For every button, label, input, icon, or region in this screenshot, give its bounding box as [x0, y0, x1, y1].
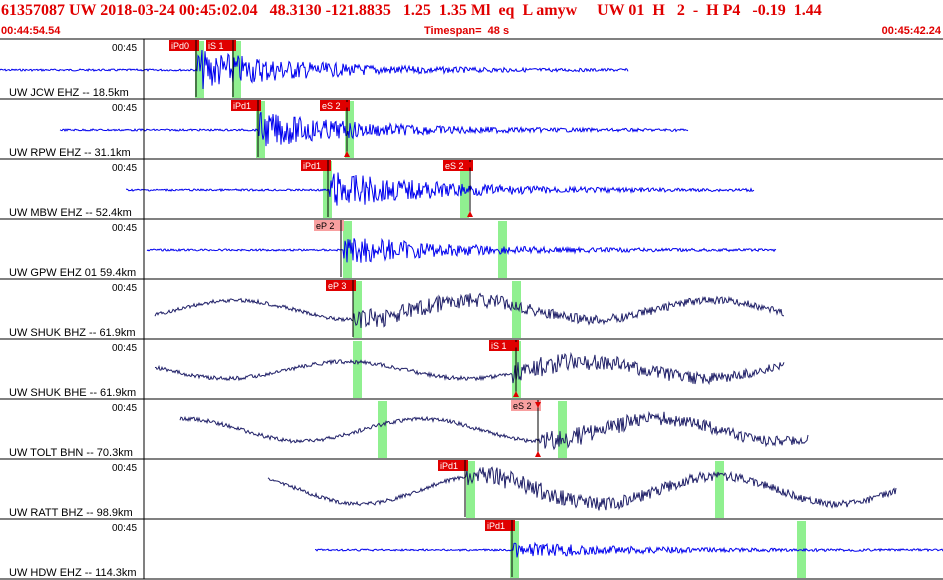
time-tick-label: 00:45 [112, 403, 137, 414]
phase-pick-label: eP 3 [328, 281, 346, 291]
phase-pick[interactable] [489, 340, 519, 351]
channel-label: UW MBW EHZ -- 52.4km [9, 207, 132, 219]
time-tick-label: 00:45 [112, 523, 137, 534]
phase-pick[interactable] [206, 40, 236, 51]
channel-row[interactable]: 00:45 UW JCW EHZ -- 18.5km iPd0 iS 1 [0, 38, 943, 99]
event-header: 61357087 UW 2018-03-24 00:45:02.04 48.31… [0, 0, 943, 38]
pick-marker-icon [344, 102, 350, 108]
channel-label: UW RPW EHZ -- 31.1km [9, 147, 131, 159]
waveform-trace [0, 49, 629, 90]
pick-window [510, 521, 519, 578]
channel-label: UW RATT BHZ -- 98.9km [9, 507, 133, 519]
phase-pick[interactable] [231, 100, 261, 111]
time-tick-label: 00:45 [112, 43, 137, 54]
phase-pick[interactable] [314, 220, 344, 231]
time-tick-label: 00:45 [112, 463, 137, 474]
phase-pick-label: iPd1 [233, 101, 251, 111]
channel-row[interactable]: 00:45 UW MBW EHZ -- 52.4km iPd1 eS 2 [0, 158, 943, 219]
timespan: Timespan= 48 s [424, 25, 510, 37]
event-summary: 61357087 UW 2018-03-24 00:45:02.04 48.31… [1, 2, 822, 19]
phase-pick[interactable] [438, 460, 468, 471]
waveform-trace [267, 466, 897, 511]
channel-label: UW TOLT BHN -- 70.3km [9, 447, 133, 459]
channel-row[interactable]: 00:45 UW SHUK BHE -- 61.9km iS 1 [0, 338, 943, 399]
waveform-trace [315, 541, 943, 558]
channel-row[interactable]: 00:45 UW SHUK BHZ -- 61.9km eP 3 [0, 278, 943, 339]
pick-window [558, 401, 567, 458]
phase-pick[interactable] [320, 100, 350, 111]
phase-pick-label: iPd0 [171, 41, 189, 51]
phase-pick-label: iPd1 [487, 521, 505, 531]
time-tick-label: 00:45 [112, 103, 137, 114]
phase-pick[interactable] [169, 40, 199, 51]
pick-window [256, 101, 265, 158]
time-tick-label: 00:45 [112, 283, 137, 294]
channel-row[interactable]: 00:45 UW RPW EHZ -- 31.1km iPd1 eS 2 [0, 98, 943, 159]
phase-pick[interactable] [301, 160, 331, 171]
pick-marker-icon [535, 451, 541, 457]
phase-pick-label: eS 2 [513, 401, 532, 411]
channel-row[interactable]: 00:45 UW RATT BHZ -- 98.9km iPd1 [0, 458, 943, 519]
waveform-trace [146, 237, 777, 263]
phase-pick-label: iPd1 [303, 161, 321, 171]
pick-marker-icon [513, 342, 519, 348]
time-tick-label: 00:45 [112, 343, 137, 354]
waveform-trace [154, 351, 785, 386]
waveform-trace [125, 172, 755, 206]
time-tick-label: 00:45 [112, 163, 137, 174]
end-time: 00:45:42.24 [881, 25, 941, 37]
pick-window [353, 341, 362, 398]
pick-window [232, 41, 241, 98]
phase-pick-label: iS 1 [491, 341, 507, 351]
pick-marker-icon [535, 402, 541, 408]
phase-pick-label: eS 2 [445, 161, 464, 171]
pick-window [378, 401, 387, 458]
channel-label: UW GPW EHZ 01 59.4km [9, 267, 136, 279]
phase-pick-label: iS 1 [208, 41, 224, 51]
pick-window [512, 281, 521, 338]
waveform-trace [179, 410, 809, 451]
waveform-trace [154, 292, 784, 329]
phase-pick[interactable] [326, 280, 356, 291]
channel-label: UW SHUK BHE -- 61.9km [9, 387, 136, 399]
phase-pick[interactable] [511, 400, 541, 411]
time-tick-label: 00:45 [112, 223, 137, 234]
pick-marker-icon [467, 162, 473, 168]
channel-row[interactable]: 00:45 UW TOLT BHN -- 70.3km eS 2 [0, 398, 943, 459]
pick-marker-icon [467, 211, 473, 217]
start-time: 00:44:54.54 [1, 25, 61, 37]
pick-marker-icon [344, 151, 350, 157]
phase-pick-label: eS 2 [322, 101, 341, 111]
pick-window [466, 461, 475, 518]
phase-pick[interactable] [485, 520, 515, 531]
pick-marker-icon [513, 391, 519, 397]
pick-window [715, 461, 724, 518]
pick-window [353, 281, 362, 338]
waveform-trace [59, 111, 689, 147]
phase-pick-label: eP 2 [316, 221, 334, 231]
channel-row[interactable]: 00:45 UW HDW EHZ -- 114.3km iPd1 [0, 518, 943, 579]
channel-row[interactable]: 00:45 UW GPW EHZ 01 59.4km eP 2 [0, 218, 943, 279]
phase-pick-label: iPd1 [440, 461, 458, 471]
channel-label: UW JCW EHZ -- 18.5km [9, 87, 129, 99]
phase-pick[interactable] [443, 160, 473, 171]
channel-label: UW SHUK BHZ -- 61.9km [9, 327, 136, 339]
channel-label: UW HDW EHZ -- 114.3km [9, 567, 137, 579]
